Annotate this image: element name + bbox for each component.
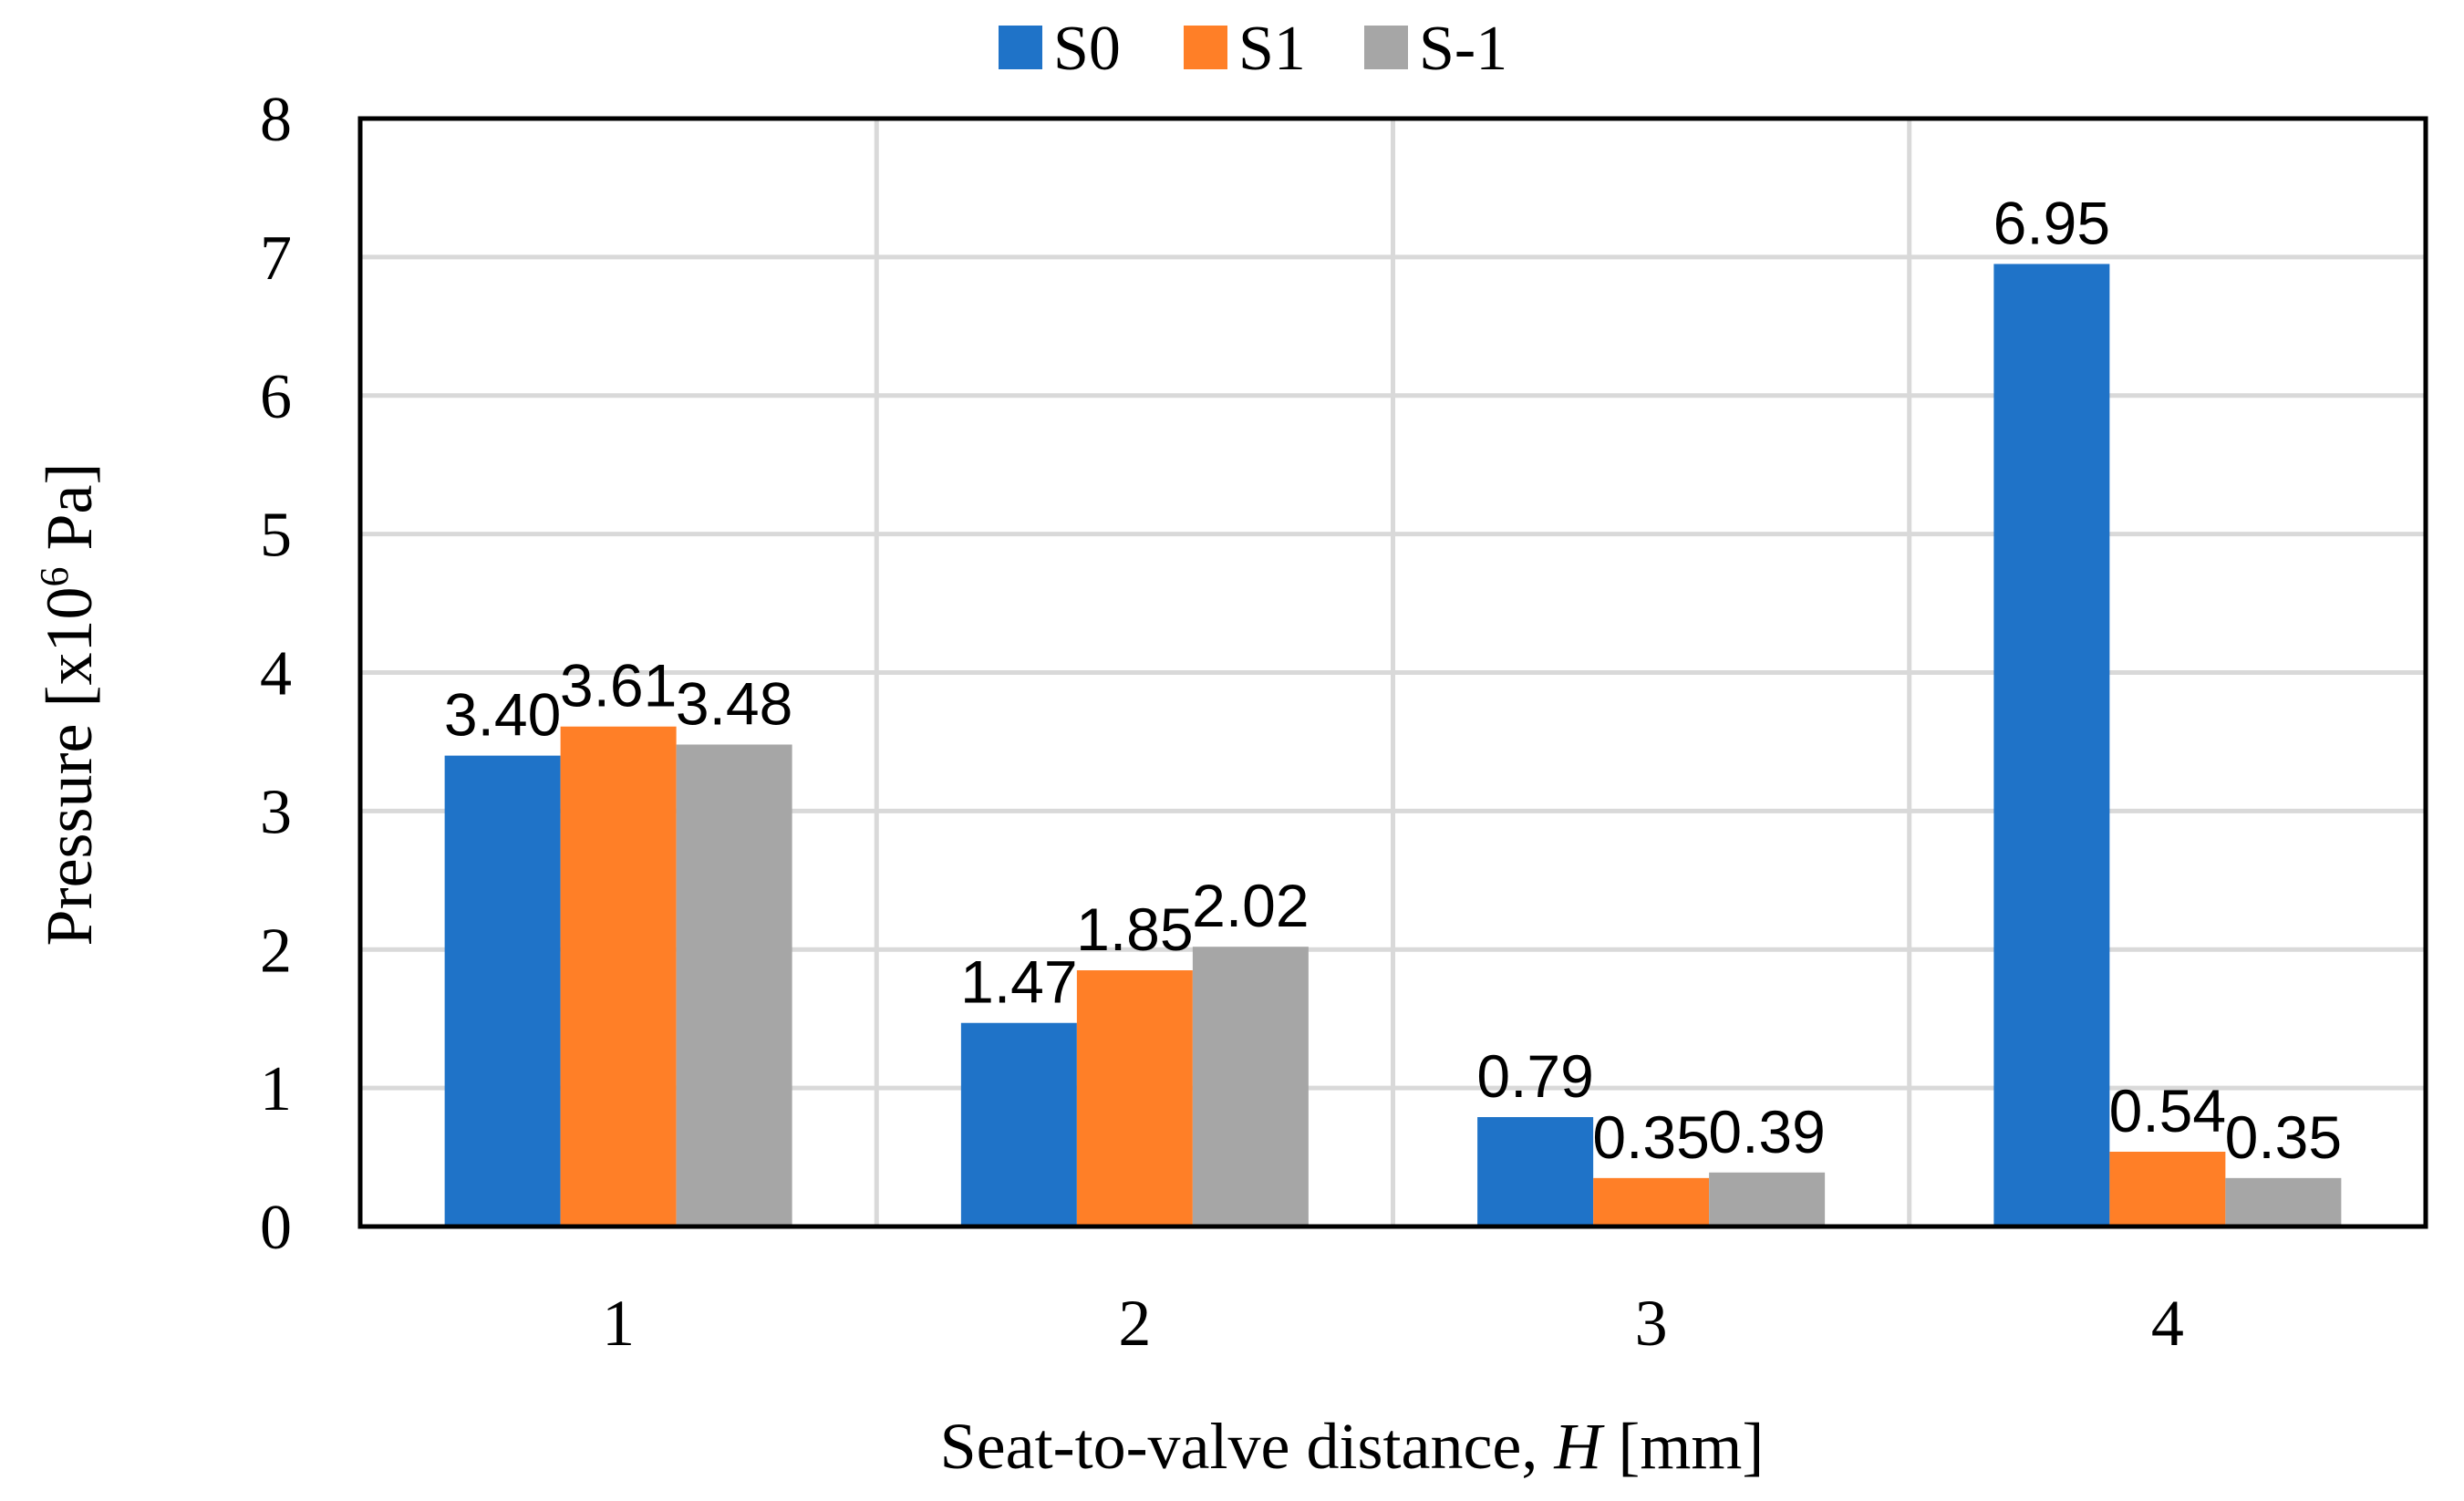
y-tick-label: 0 bbox=[260, 1193, 292, 1263]
y-tick-label: 7 bbox=[260, 223, 292, 294]
bar-S-1-4 bbox=[2225, 1177, 2342, 1227]
data-label-S0-1: 3.40 bbox=[444, 681, 561, 749]
data-labels: 3.403.613.481.471.852.020.790.350.396.95… bbox=[444, 189, 2342, 1170]
x-axis-label-prefix: Seat-to-valve distance, bbox=[940, 1410, 1555, 1483]
y-tick-label: 1 bbox=[260, 1054, 292, 1124]
legend-label-S-1: S-1 bbox=[1419, 14, 1507, 84]
data-label-S0-3: 0.79 bbox=[1476, 1042, 1593, 1110]
y-axis-label-superscript: 6 bbox=[32, 567, 77, 587]
data-label-S1-1: 3.61 bbox=[560, 652, 677, 719]
x-axis-label: Seat-to-valve distance, H [mm] bbox=[940, 1410, 1765, 1483]
bar-S0-3 bbox=[1477, 1117, 1594, 1227]
bar-S-1-1 bbox=[676, 744, 792, 1227]
x-tick-label: 1 bbox=[602, 1287, 635, 1360]
bar-S1-2 bbox=[1076, 970, 1193, 1227]
data-label-S1-2: 1.85 bbox=[1076, 895, 1193, 963]
y-axis-ticks: 0 1 2 3 4 5 6 7 8 bbox=[260, 85, 292, 1263]
data-label-S1-4: 0.54 bbox=[2109, 1077, 2226, 1144]
legend-label-S1: S1 bbox=[1238, 14, 1306, 84]
bar-S0-4 bbox=[1993, 264, 2110, 1227]
bar-S1-4 bbox=[2109, 1151, 2226, 1227]
x-tick-label: 2 bbox=[1118, 1287, 1151, 1360]
y-tick-label: 2 bbox=[260, 916, 292, 986]
legend-swatch-S-1 bbox=[1364, 26, 1408, 69]
bar-S-1-2 bbox=[1192, 947, 1309, 1227]
x-tick-label: 4 bbox=[2151, 1287, 2184, 1360]
x-tick-label: 3 bbox=[1635, 1287, 1668, 1360]
y-tick-label: 3 bbox=[260, 777, 292, 847]
x-axis-ticks: 1 2 3 4 bbox=[602, 1287, 2184, 1360]
data-label-S0-2: 1.47 bbox=[960, 948, 1077, 1016]
data-label-S0-4: 6.95 bbox=[1993, 189, 2110, 256]
data-label-S-1-2: 2.02 bbox=[1192, 872, 1309, 939]
y-tick-label: 5 bbox=[260, 501, 292, 571]
legend: S0 S1 S-1 bbox=[999, 14, 1507, 84]
y-axis-label: Pressure [x106 Pa] bbox=[32, 463, 106, 947]
y-tick-label: 4 bbox=[260, 639, 292, 709]
bar-S-1-3 bbox=[1709, 1172, 1826, 1227]
bar-S0-1 bbox=[444, 755, 561, 1227]
data-label-S-1-3: 0.39 bbox=[1708, 1098, 1825, 1165]
plot-frame bbox=[357, 116, 2428, 1229]
x-axis-label-variable: H bbox=[1553, 1410, 1605, 1483]
legend-swatch-S0 bbox=[999, 26, 1042, 69]
y-axis-label-suffix: Pa] bbox=[33, 463, 106, 567]
y-tick-label: 8 bbox=[260, 85, 292, 155]
x-axis-label-suffix: [mm] bbox=[1601, 1410, 1764, 1483]
y-tick-label: 6 bbox=[260, 362, 292, 432]
bar-S1-3 bbox=[1593, 1177, 1710, 1227]
data-label-S-1-4: 0.35 bbox=[2225, 1103, 2342, 1171]
y-axis-label-prefix: Pressure [x10 bbox=[33, 587, 106, 947]
bars bbox=[444, 264, 2342, 1227]
data-label-S-1-1: 3.48 bbox=[676, 669, 792, 737]
legend-swatch-S1 bbox=[1184, 26, 1227, 69]
bar-S0-2 bbox=[960, 1022, 1077, 1227]
bar-S1-1 bbox=[560, 726, 677, 1227]
data-label-S1-3: 0.35 bbox=[1592, 1103, 1709, 1171]
legend-label-S0: S0 bbox=[1053, 14, 1121, 84]
